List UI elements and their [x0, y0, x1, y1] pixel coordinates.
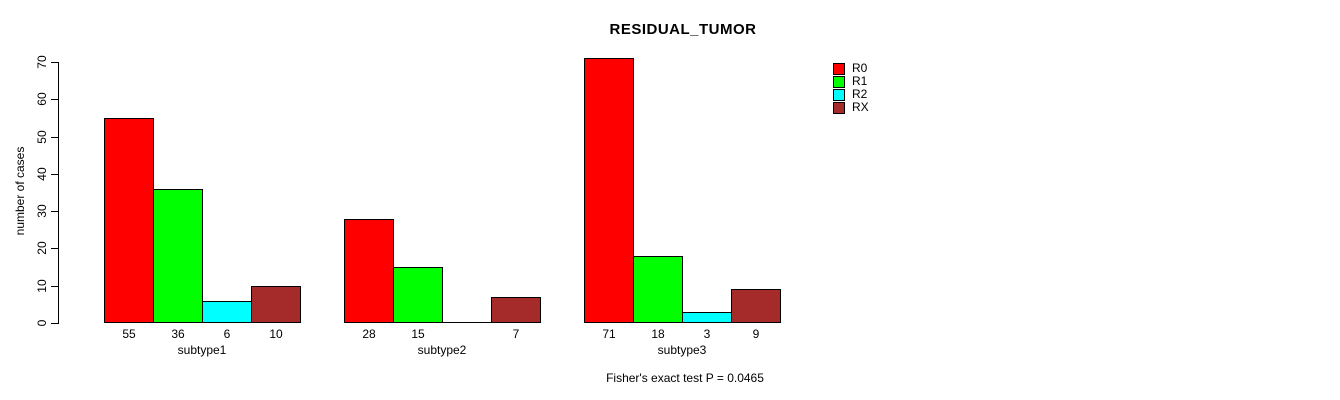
- y-axis-tick: [51, 137, 58, 138]
- x-axis-group-label: subtype3: [657, 343, 707, 357]
- y-axis-tick: [51, 62, 58, 63]
- bar-subtype3-R0: [584, 58, 634, 323]
- bar-value-label: 18: [651, 327, 665, 341]
- y-axis-tick: [51, 211, 58, 212]
- legend-label: RX: [852, 100, 869, 114]
- y-axis-tick-label: 70: [35, 55, 49, 69]
- legend-label: R2: [852, 87, 868, 101]
- legend-swatch-R0: [833, 62, 845, 75]
- x-axis-group-label: subtype2: [417, 343, 467, 357]
- bar-value-label: 7: [512, 327, 520, 341]
- legend-row-RX: RX: [833, 101, 869, 114]
- y-axis-tick: [51, 99, 58, 100]
- legend-row-R1: R1: [833, 75, 869, 88]
- bar-subtype1-RX: [251, 286, 301, 323]
- bar-value-label: 55: [122, 327, 136, 341]
- y-axis-line: [58, 62, 59, 324]
- y-axis-tick-label: 10: [35, 279, 49, 293]
- bar-subtype1-R1: [153, 189, 203, 323]
- bar-value-label: 15: [411, 327, 425, 341]
- y-axis-tick-label: 40: [35, 167, 49, 181]
- bar-value-label: 28: [362, 327, 376, 341]
- bar-value-label: 10: [269, 327, 283, 341]
- legend-swatch-RX: [833, 101, 845, 114]
- bar-subtype2-R1: [393, 267, 443, 323]
- bar-value-label: 6: [223, 327, 231, 341]
- bar-subtype2-RX: [491, 297, 541, 323]
- bar-value-label: 9: [752, 327, 760, 341]
- legend-label: R0: [852, 61, 868, 75]
- y-axis-tick: [51, 174, 58, 175]
- bar-subtype1-R0: [104, 118, 154, 323]
- bar-subtype2-R0: [344, 219, 394, 323]
- bar-subtype2-R2-zero: [442, 322, 492, 323]
- y-axis-tick: [51, 323, 58, 324]
- legend-label: R1: [852, 74, 868, 88]
- legend-row-R2: R2: [833, 88, 869, 101]
- legend-swatch-R1: [833, 75, 845, 88]
- bar-value-label: 71: [602, 327, 616, 341]
- bar-subtype3-RX: [731, 289, 781, 323]
- y-axis-tick-label: 50: [35, 130, 49, 144]
- bar-subtype3-R2: [682, 312, 732, 323]
- legend-swatch-R2: [833, 88, 845, 101]
- y-axis-tick-label: 30: [35, 204, 49, 218]
- y-axis-label: number of cases: [13, 146, 27, 236]
- bar-value-label: 36: [171, 327, 185, 341]
- x-axis-group-label: subtype1: [177, 343, 227, 357]
- bar-value-label: 3: [703, 327, 711, 341]
- y-axis-tick-label: 0: [35, 319, 49, 327]
- legend-row-R0: R0: [833, 62, 869, 75]
- bar-subtype3-R1: [633, 256, 683, 323]
- y-axis-tick: [51, 286, 58, 287]
- annotation-text: Fisher's exact test P = 0.0465: [606, 371, 764, 385]
- bar-subtype1-R2: [202, 301, 252, 323]
- y-axis-tick: [51, 248, 58, 249]
- legend: R0 R1 R2 RX: [833, 62, 869, 114]
- y-axis-tick-label: 60: [35, 92, 49, 106]
- chart-title: RESIDUAL_TUMOR: [609, 21, 757, 38]
- y-axis-tick-label: 20: [35, 241, 49, 255]
